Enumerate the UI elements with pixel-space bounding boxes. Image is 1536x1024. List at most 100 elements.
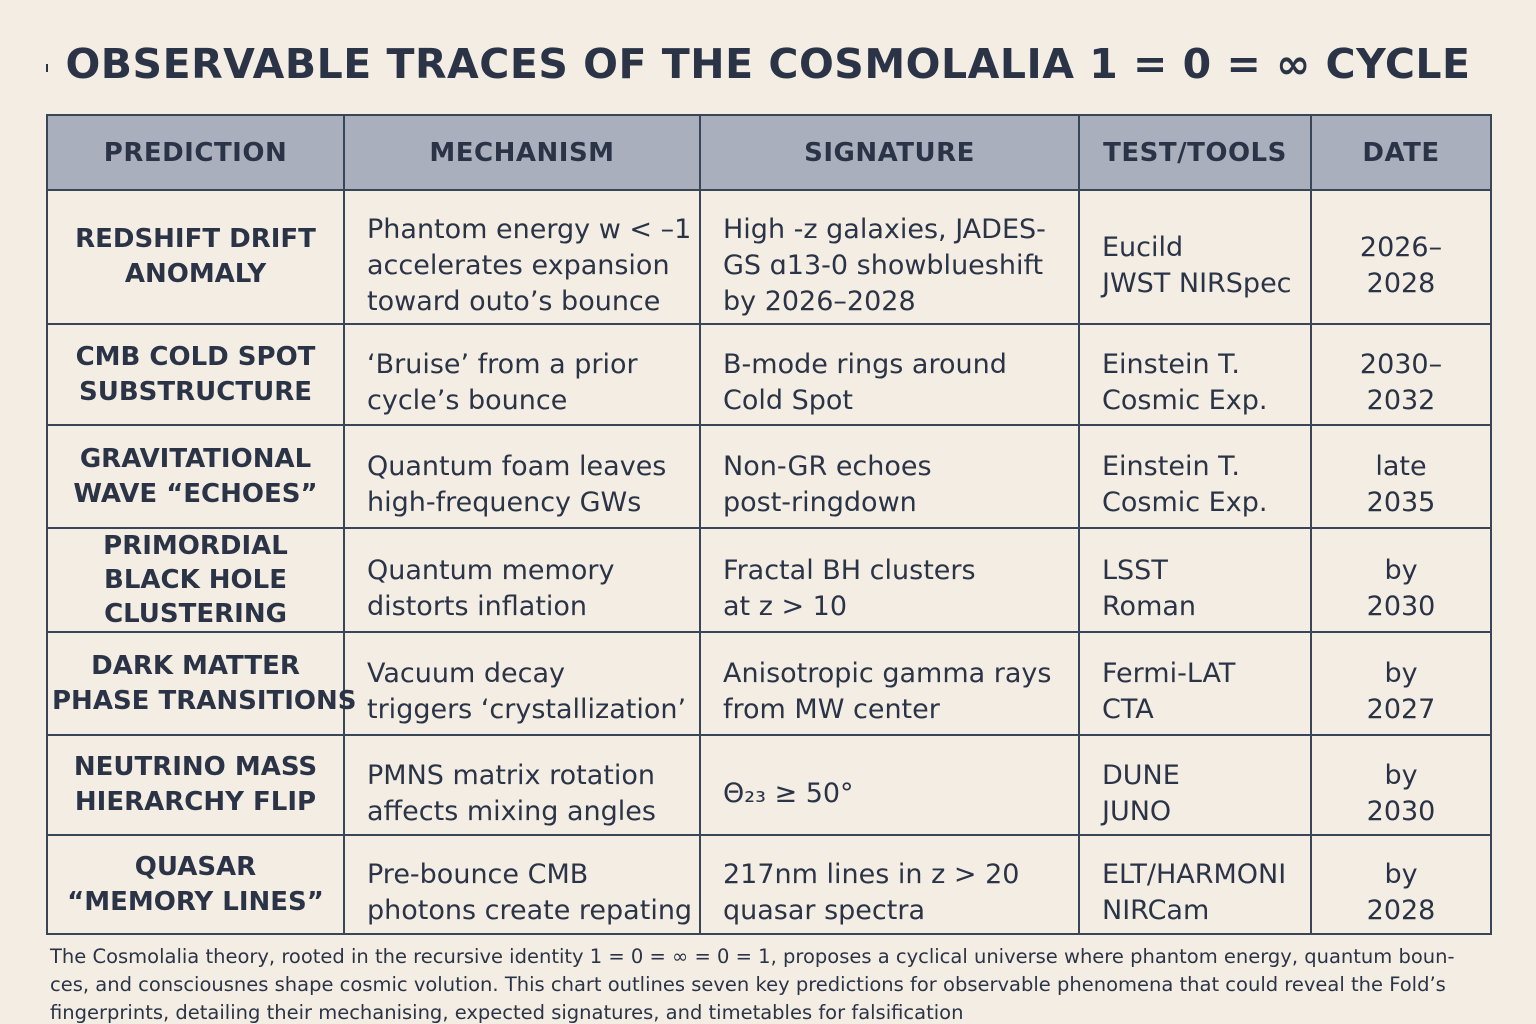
prediction-cell-line: PHASE TRANSITIONS <box>52 685 357 716</box>
date-cell-line: 2028 <box>1366 267 1436 299</box>
mechanism-cell: ‘Bruise’ from a prior cycle’s bounce <box>343 323 701 426</box>
mechanism-cell-line: cycle’s bounce <box>367 385 568 416</box>
prediction-cell-line: BLACK HOLE <box>104 565 287 595</box>
mechanism-cell-line: PMNS matrix rotation <box>367 759 655 791</box>
prediction-cell-line: REDSHIFT DRIFT <box>75 224 316 254</box>
table-row: CMB COLD SPOT SUBSTRUCTURE ‘Bruise’ from a… <box>46 323 1492 426</box>
tools-cell-line: ELT/HARMONI <box>1102 859 1287 890</box>
mechanism-cell-line: affects mixing angles <box>367 795 656 827</box>
prediction-cell: PRIMORDIAL BLACK HOLE CLUSTERING <box>46 527 345 633</box>
mechanism-cell-line: triggers ‘crystallization’ <box>367 694 687 725</box>
prediction-cell-line: HIERARCHY FLIP <box>74 787 317 817</box>
date-cell-line: by <box>1384 554 1418 586</box>
prediction-cell-line: CLUSTERING <box>104 599 287 629</box>
date-cell: by 2030 <box>1310 734 1492 836</box>
table-row: REDSHIFT DRIFT ANOMALY Phantom energy w < … <box>46 189 1492 325</box>
tools-cell: Eucild JWST NIRSpec <box>1078 189 1312 325</box>
signature-cell-line: post-ringdown <box>723 487 917 518</box>
tools-cell-line: Roman <box>1102 590 1197 622</box>
prediction-cell-line: WAVE “ECHOES” <box>73 478 318 509</box>
prediction-cell: QUASAR “MEMORY LINES” <box>46 834 345 935</box>
signature-cell-line: from MW center <box>723 694 940 725</box>
page-title: OBSERVABLE TRACES OF THE COSMOLALIA 1 = … <box>65 40 1471 88</box>
tools-cell-line: Cosmic Exp. <box>1102 487 1268 518</box>
tools-cell: ELT/HARMONI NIRCam <box>1078 834 1312 935</box>
prediction-cell-line: “MEMORY LINES” <box>67 886 324 917</box>
footer-line: The Cosmolalia theory, rooted in the rec… <box>50 945 1455 968</box>
prediction-cell-line: NEUTRINO MASS <box>73 752 318 782</box>
prediction-cell: NEUTRINO MASS HIERARCHY FLIP <box>46 734 345 836</box>
table-row: GRAVITATIONAL WAVE “ECHOES” Quantum foam l… <box>46 424 1492 529</box>
tools-cell-line: Fermi-LAT <box>1102 658 1236 689</box>
tools-cell: Einstein T. Cosmic Exp. <box>1078 424 1312 529</box>
tools-cell-line: JWST NIRSpec <box>1102 267 1292 299</box>
mechanism-cell: Vacuum decay triggers ‘crystallization’ <box>343 631 701 736</box>
date-cell-line: 2026– <box>1359 231 1443 263</box>
tools-cell: DUNE JUNO <box>1078 734 1312 836</box>
date-cell: by 2028 <box>1310 834 1492 935</box>
table-row: NEUTRINO MASS HIERARCHY FLIP PMNS matrix r… <box>46 734 1492 836</box>
mechanism-cell-line: Vacuum decay <box>367 658 565 689</box>
column-header-signature: SIGNATURE <box>699 114 1080 191</box>
tools-cell: Fermi-LAT CTA <box>1078 631 1312 736</box>
date-cell-line: by <box>1384 759 1418 791</box>
date-cell-line: 2030– <box>1359 349 1443 380</box>
table-body: REDSHIFT DRIFT ANOMALY Phantom energy w < … <box>46 189 1492 935</box>
mechanism-cell-line: Phantom energy w < –1 <box>367 213 692 245</box>
mechanism-cell-line: accelerates expansion <box>367 249 670 281</box>
mechanism-cell: Pre-bounce CMB photons create repating <box>343 834 701 935</box>
mechanism-cell: Phantom energy w < –1 accelerates expansi… <box>343 189 701 325</box>
signature-cell-line: Cold Spot <box>723 385 853 416</box>
date-cell: 2030– 2032 <box>1310 323 1492 426</box>
mechanism-cell-line: photons create repating <box>367 895 693 926</box>
signature-cell-line: at z > 10 <box>723 590 848 622</box>
predictions-table: PREDICTION MECHANISM SIGNATURE TEST/TOOL… <box>46 114 1492 935</box>
column-header-date: DATE <box>1310 114 1492 191</box>
signature-cell-line: GS ɑ13-0 showblueshift <box>723 249 1044 281</box>
tools-cell-line: LSST <box>1102 554 1168 586</box>
mechanism-cell-line: Pre-bounce CMB <box>367 859 589 890</box>
prediction-cell-line: CMB COLD SPOT <box>75 341 316 372</box>
signature-cell-line: Fractal BH clusters <box>723 554 976 586</box>
signature-cell: Anisotropic gamma rays from MW center <box>699 631 1080 736</box>
table-row: PRIMORDIAL BLACK HOLE CLUSTERING Quantum me… <box>46 527 1492 633</box>
prediction-cell-line: DARK MATTER <box>91 650 300 681</box>
signature-cell-line: B-mode rings around <box>723 349 1007 380</box>
signature-cell: Θ₂₃ ≥ 50° <box>699 734 1080 836</box>
tools-cell-line: Einstein T. <box>1102 451 1241 482</box>
signature-cell: Non-GR echoes post-ringdown <box>699 424 1080 529</box>
signature-cell: 217nm lines in z > 20 quasar spectra <box>699 834 1080 935</box>
mechanism-cell: PMNS matrix rotation affects mixing angle… <box>343 734 701 836</box>
signature-cell-line: High -z galaxies, JADES- <box>723 213 1046 245</box>
signature-cell-line: quasar spectra <box>723 895 925 926</box>
column-header-prediction: PREDICTION <box>46 114 345 191</box>
date-cell: by 2030 <box>1310 527 1492 633</box>
date-cell-line: late <box>1375 451 1427 482</box>
header-row: PREDICTION MECHANISM SIGNATURE TEST/TOOL… <box>46 114 1492 191</box>
date-cell-line: 2027 <box>1366 694 1436 725</box>
date-cell-line: 2030 <box>1366 795 1436 827</box>
prediction-cell-line: PRIMORDIAL <box>103 531 288 561</box>
date-cell-line: 2032 <box>1366 385 1436 416</box>
tools-cell-line: Eucild <box>1102 231 1184 263</box>
date-cell-line: by <box>1384 658 1418 689</box>
tools-cell: Einstein T. Cosmic Exp. <box>1078 323 1312 426</box>
column-header-tools: TEST/TOOLS <box>1078 114 1312 191</box>
prediction-cell: CMB COLD SPOT SUBSTRUCTURE <box>46 323 345 426</box>
footer-line: ces, and consciousnes shape cosmic volut… <box>50 973 1446 996</box>
signature-cell-line: Θ₂₃ ≥ 50° <box>723 777 854 809</box>
tools-cell-line: JUNO <box>1102 795 1172 827</box>
signature-cell: High -z galaxies, JADES- GS ɑ13-0 showblu… <box>699 189 1080 325</box>
decorative-tick <box>46 64 48 72</box>
table-row: DARK MATTER PHASE TRANSITIONS Vacuum decay… <box>46 631 1492 736</box>
table-row: QUASAR “MEMORY LINES” Pre-bounce CMB photon… <box>46 834 1492 935</box>
prediction-cell: GRAVITATIONAL WAVE “ECHOES” <box>46 424 345 529</box>
tools-cell-line: Cosmic Exp. <box>1102 385 1268 416</box>
tools-cell-line: DUNE <box>1102 759 1180 791</box>
footer-line: fingerprints, detailing their mechanisin… <box>50 1001 964 1024</box>
date-cell-line: 2028 <box>1366 895 1436 926</box>
date-cell: by 2027 <box>1310 631 1492 736</box>
column-header-mechanism: MECHANISM <box>343 114 701 191</box>
signature-cell-line: by 2026–2028 <box>723 285 916 317</box>
prediction-cell-line: ANOMALY <box>124 259 267 289</box>
